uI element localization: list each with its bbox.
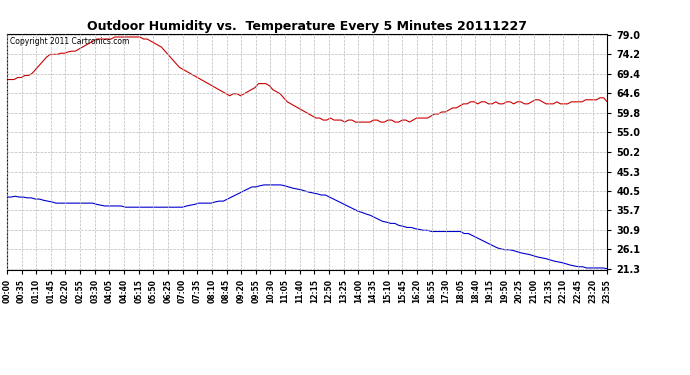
Title: Outdoor Humidity vs.  Temperature Every 5 Minutes 20111227: Outdoor Humidity vs. Temperature Every 5…: [87, 20, 527, 33]
Text: Copyright 2011 Cartronics.com: Copyright 2011 Cartronics.com: [10, 37, 129, 46]
